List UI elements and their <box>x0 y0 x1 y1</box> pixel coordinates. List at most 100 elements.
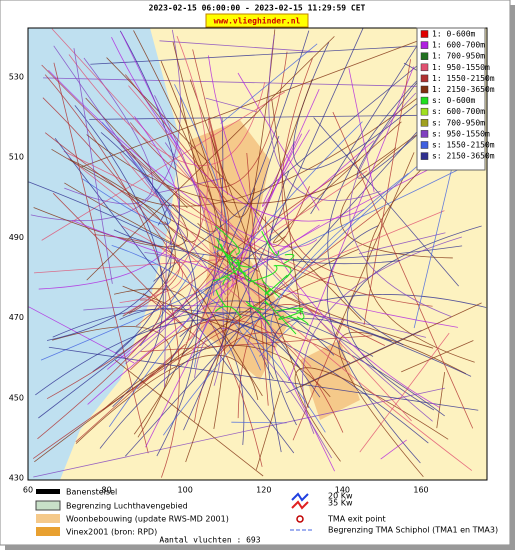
flight-track <box>213 245 233 261</box>
y-tick-label: 450 <box>9 393 24 402</box>
flight-track <box>359 332 450 453</box>
flight-track <box>279 293 386 346</box>
flight-track <box>43 77 450 88</box>
flight-track <box>264 274 288 296</box>
flight-track <box>257 79 313 231</box>
flight-track <box>128 85 217 342</box>
flight-track <box>163 122 469 436</box>
flight-track <box>261 231 280 256</box>
flight-track <box>28 181 335 356</box>
flight-track <box>228 248 238 276</box>
legend-text: Begrenzing Luchthavengebied <box>66 502 188 511</box>
flight-track <box>248 135 280 380</box>
legend-text: Banenstelsel <box>66 488 117 497</box>
flight-track <box>90 44 441 65</box>
flight-track <box>276 307 304 313</box>
legend-text: Begrenzing TMA Schiphol (TMA1 en TMA3) <box>328 526 498 535</box>
legend-label: 1: 0-600m <box>432 30 476 39</box>
flight-track <box>234 262 249 282</box>
flight-track <box>145 133 303 448</box>
flight-track <box>33 257 248 274</box>
flight-track <box>264 186 310 248</box>
site: www.vlieghinder.nl <box>214 16 301 26</box>
flight-track <box>300 210 445 271</box>
flight-track <box>310 44 418 215</box>
flight-track <box>248 264 278 283</box>
legend-label: 1: 600-700m <box>432 41 485 50</box>
flight-track <box>207 120 235 289</box>
shadow <box>5 545 515 550</box>
flight-track <box>51 28 412 422</box>
flight-track <box>34 248 359 463</box>
flight-track <box>46 195 230 400</box>
housing-swatch <box>36 514 60 523</box>
flight-track <box>160 60 217 233</box>
flight-track <box>63 150 325 280</box>
flight-track <box>349 92 452 317</box>
flight-track <box>41 91 285 241</box>
y-tick-label: 470 <box>9 313 24 322</box>
flight-track <box>54 138 295 454</box>
legend-swatch <box>420 119 429 127</box>
flight-track <box>222 276 231 286</box>
flight-track <box>155 188 401 265</box>
flight-track <box>210 134 229 429</box>
flight-track <box>237 72 320 211</box>
map <box>28 28 487 480</box>
flight-track <box>159 40 317 53</box>
flight-track <box>346 225 482 411</box>
flight-track <box>115 312 445 417</box>
flight-track <box>143 292 211 349</box>
flight-track <box>89 114 463 120</box>
flight-track <box>363 59 412 326</box>
flight-track <box>181 117 224 357</box>
flight-track <box>436 371 446 429</box>
flight-track <box>68 157 312 367</box>
flight-track <box>271 318 392 426</box>
flight-track <box>292 318 345 441</box>
legend-swatch <box>420 52 429 60</box>
kw-icon <box>291 492 309 502</box>
flight-track <box>285 329 422 394</box>
bottom-legend: Banenstelsel Begrenzing Luchthavengebied… <box>35 488 498 537</box>
flight-track <box>35 319 300 396</box>
y-tick-label: 430 <box>9 474 24 483</box>
flight-track <box>212 258 240 282</box>
flight-track <box>37 299 162 440</box>
flight-track <box>264 170 290 453</box>
flight-track <box>214 305 242 319</box>
flight-track <box>401 340 474 373</box>
flight-track <box>75 343 186 443</box>
flight-track <box>327 72 425 346</box>
flight-track <box>283 253 295 265</box>
flight-track <box>296 316 309 326</box>
kw-icon <box>291 500 309 510</box>
vinex-swatch <box>36 527 60 536</box>
flight-track <box>125 105 441 457</box>
flight-track <box>183 28 364 431</box>
legend-swatch <box>420 63 429 72</box>
flight-track <box>216 238 242 264</box>
flight-track <box>113 229 463 260</box>
airport-swatch <box>35 500 61 511</box>
legend-swatch <box>420 130 429 138</box>
legend-label: 1: 700-950m <box>432 52 485 61</box>
x-tick-label: 100 <box>178 486 193 495</box>
flight-track <box>380 439 407 460</box>
flight-track <box>86 134 397 204</box>
flight-track <box>261 279 281 298</box>
flight-track <box>30 29 181 222</box>
flight-track <box>154 95 224 386</box>
flight-track <box>215 289 227 308</box>
flight-track <box>313 117 459 287</box>
legend-label: 1: 2150-3650m <box>432 85 495 94</box>
flight-track <box>220 43 318 124</box>
legend-swatch <box>420 74 429 83</box>
flight-track <box>106 57 362 321</box>
flight-track <box>114 359 264 477</box>
flight-track <box>192 49 229 195</box>
legend-label: 1: 1550-2150m <box>432 74 495 83</box>
flight-track <box>273 265 292 279</box>
flight-track <box>123 35 209 315</box>
flight-track <box>281 58 367 279</box>
